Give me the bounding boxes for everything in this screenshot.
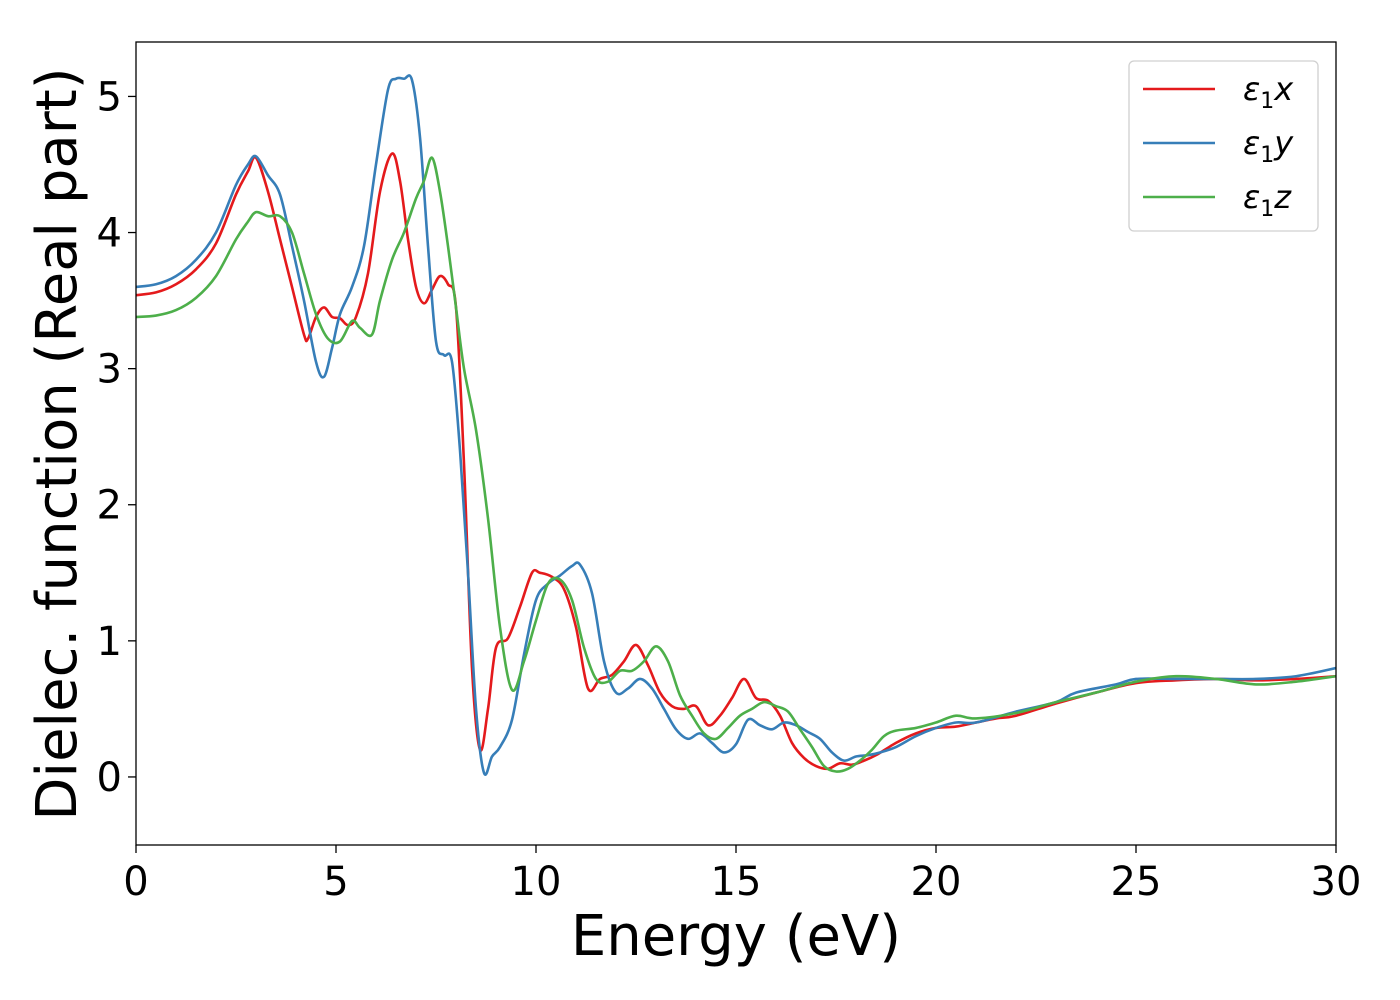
legend: ε1x ε1y ε1z (1128, 60, 1319, 232)
series-layer (136, 74, 1336, 776)
y-tick-label: 5 (97, 74, 122, 120)
legend-label-z: ε1z (1243, 178, 1292, 222)
x-tick-label: 30 (1311, 859, 1362, 905)
y-tick-label: 2 (97, 483, 122, 529)
y-tick-label: 1 (97, 619, 122, 665)
x-tick-label: 10 (511, 859, 562, 905)
series-line-x (136, 152, 1336, 771)
series-line-y (136, 74, 1336, 776)
y-tick-label: 0 (97, 755, 122, 801)
x-tick-label: 5 (323, 859, 348, 905)
legend-label-y: ε1y (1243, 124, 1294, 168)
y-axis-label: Dielec. function (Real part) (25, 67, 90, 820)
x-tick-label: 25 (1111, 859, 1162, 905)
legend-label-x: ε1x (1243, 70, 1294, 114)
ticks-layer: 0 5 10 15 20 25 30 0 1 2 3 4 5 (97, 74, 1362, 905)
y-tick-label: 3 (97, 347, 122, 393)
y-tick-label: 4 (97, 211, 122, 257)
x-tick-label: 0 (123, 859, 148, 905)
x-tick-label: 20 (911, 859, 962, 905)
x-axis-label: Energy (eV) (571, 904, 901, 969)
x-tick-label: 15 (711, 859, 762, 905)
series-line-z (136, 156, 1336, 773)
legend-box (1128, 60, 1319, 232)
